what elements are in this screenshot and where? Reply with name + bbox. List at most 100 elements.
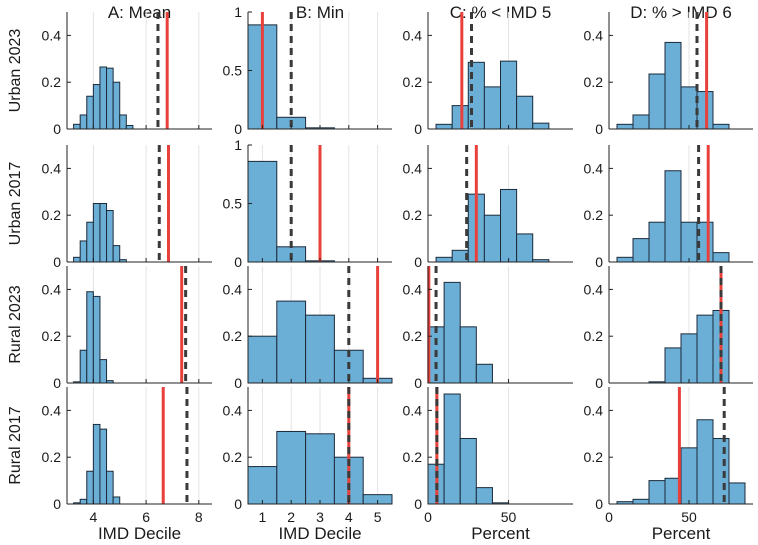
y-tick-label: 0 bbox=[53, 496, 61, 512]
panel-r2-c2: 00.51 bbox=[223, 137, 392, 270]
x-tick-label: 50 bbox=[681, 509, 697, 525]
histogram-bar bbox=[680, 221, 698, 263]
histogram-bar bbox=[696, 419, 714, 505]
panel-r3-c3: 0 0.2 0.4 bbox=[403, 266, 573, 391]
x-tick-label: 5 bbox=[374, 509, 382, 525]
panel-r4-c2: 0 0.2 0.4 1 2 3 4 5 bbox=[223, 387, 393, 525]
histogram-bar bbox=[106, 67, 114, 130]
histogram-bar bbox=[435, 123, 453, 130]
histogram-bar bbox=[119, 114, 127, 130]
histogram-bar bbox=[680, 447, 698, 505]
y-tick-label: 0.4 bbox=[42, 281, 62, 297]
histogram-bar bbox=[728, 482, 746, 505]
x-tick-label: 50 bbox=[501, 509, 517, 525]
y-tick-label: 0 bbox=[414, 254, 422, 270]
histogram-bar bbox=[99, 66, 108, 130]
histogram-bar bbox=[112, 81, 121, 130]
panel-r2-c3: 0 0.2 0.4 bbox=[403, 145, 573, 270]
y-tick-label: 0.2 bbox=[223, 449, 243, 465]
y-tick-label: 0 bbox=[414, 375, 422, 391]
histogram-bar bbox=[276, 430, 307, 505]
y-tick-label: 0.2 bbox=[42, 328, 62, 344]
y-tick-label: 0.4 bbox=[42, 160, 62, 176]
histogram-bar bbox=[664, 41, 682, 130]
y-tick-label: 0.4 bbox=[584, 27, 604, 43]
y-tick-label: 0 bbox=[234, 254, 242, 270]
panel-r1-c4: 0 0.2 0.4 bbox=[584, 12, 753, 137]
y-tick-label: 1 bbox=[234, 4, 242, 20]
panel-r3-c2: 0 0.2 0.4 bbox=[223, 266, 393, 391]
histogram-bar bbox=[532, 122, 550, 130]
histogram-bar bbox=[712, 252, 730, 263]
histogram-bar bbox=[648, 221, 666, 263]
histogram-bar bbox=[112, 496, 121, 505]
histogram-bar bbox=[86, 95, 94, 130]
column-title-4: D: % > IMD 6 bbox=[630, 3, 732, 22]
histogram-bar bbox=[475, 363, 493, 384]
x-tick-label: 2 bbox=[287, 509, 295, 525]
histogram-bar bbox=[500, 60, 518, 130]
y-tick-label: 0.4 bbox=[42, 402, 62, 418]
histogram-bar bbox=[86, 291, 94, 384]
histogram-bar bbox=[79, 240, 88, 263]
y-tick-label: 0.2 bbox=[403, 328, 423, 344]
histogram-bar bbox=[73, 256, 81, 263]
histogram-bar bbox=[516, 233, 534, 263]
panel-r1-c3: 0 0.2 0.4 bbox=[403, 12, 573, 137]
y-tick-label: 0.5 bbox=[223, 63, 243, 79]
x-tick-label: 4 bbox=[345, 509, 353, 525]
histogram-bar bbox=[648, 73, 666, 130]
histogram-bar bbox=[696, 91, 714, 130]
y-tick-label: 0.4 bbox=[584, 160, 604, 176]
panel-r3-c4: 0 0.2 0.4 bbox=[584, 266, 753, 391]
x-tick-label: 1 bbox=[259, 509, 267, 525]
y-tick-label: 0.4 bbox=[42, 27, 62, 43]
y-tick-label: 0.4 bbox=[403, 402, 423, 418]
y-tick-label: 0 bbox=[595, 121, 603, 137]
row-label-1: Urban 2023 bbox=[7, 29, 24, 113]
histogram-bar bbox=[79, 498, 88, 505]
histogram-bar bbox=[500, 188, 518, 263]
histogram-bar bbox=[483, 214, 501, 263]
histogram-bar bbox=[92, 295, 101, 384]
histogram-bar bbox=[247, 160, 278, 263]
histogram-bar bbox=[712, 123, 730, 130]
x-axis-label-1: IMD Decile bbox=[98, 524, 181, 543]
panel-r4-c4: 0 0.2 0.4 0 50 bbox=[584, 387, 753, 525]
panel-r1-c2: 00.51 bbox=[223, 4, 392, 137]
x-axis-label-2: IMD Decile bbox=[278, 524, 361, 543]
histogram-bar bbox=[99, 428, 108, 505]
histogram-bar bbox=[79, 349, 88, 384]
x-tick-label: 6 bbox=[142, 509, 150, 525]
y-tick-label: 0 bbox=[595, 375, 603, 391]
histogram-bar bbox=[435, 256, 453, 263]
histogram-bar bbox=[648, 480, 666, 505]
histogram-bar bbox=[664, 347, 682, 384]
panel-r2-c1: 0 0.2 0.4 bbox=[42, 145, 212, 270]
histogram-bar bbox=[632, 238, 650, 263]
y-tick-label: 0.4 bbox=[584, 281, 604, 297]
histogram-bar bbox=[305, 314, 335, 384]
y-tick-label: 0 bbox=[234, 496, 242, 512]
y-tick-label: 0.4 bbox=[223, 281, 243, 297]
histogram-bar bbox=[73, 123, 81, 130]
histogram-bar bbox=[680, 333, 698, 384]
x-tick-label: 0 bbox=[424, 509, 432, 525]
histogram-bar bbox=[696, 314, 714, 384]
histogram-bar bbox=[616, 256, 634, 263]
histogram-bar bbox=[92, 423, 101, 505]
y-tick-label: 0.2 bbox=[42, 74, 62, 90]
histogram-bar bbox=[125, 124, 134, 130]
histogram-bar bbox=[459, 437, 477, 505]
y-tick-label: 0.2 bbox=[42, 449, 62, 465]
y-tick-label: 0.2 bbox=[403, 74, 423, 90]
x-axis-label-4: Percent bbox=[652, 524, 711, 543]
histogram-bar bbox=[92, 84, 101, 130]
histogram-bar bbox=[106, 470, 114, 505]
y-tick-label: 0.4 bbox=[584, 402, 604, 418]
y-tick-label: 0 bbox=[53, 254, 61, 270]
y-tick-label: 0 bbox=[53, 121, 61, 137]
histogram-bar bbox=[664, 170, 682, 263]
x-axis-label-3: Percent bbox=[471, 524, 530, 543]
